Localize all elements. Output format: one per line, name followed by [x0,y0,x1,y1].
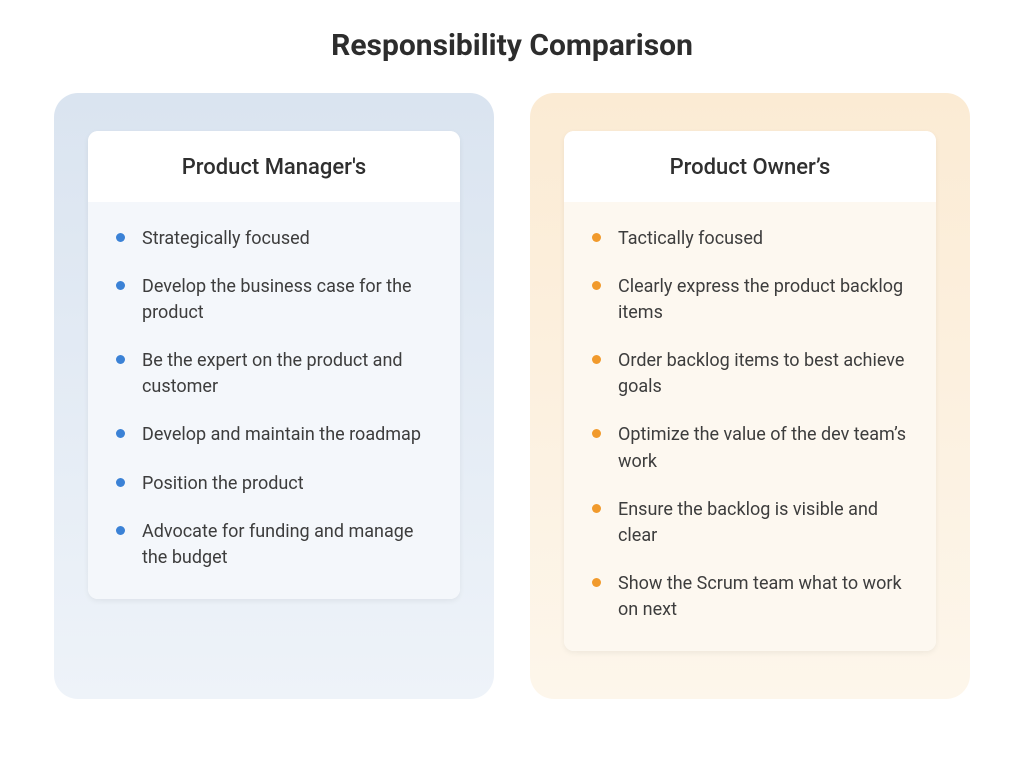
card-header-product-owner: Product Owner’s [564,131,936,202]
list-item: Tactically focused [590,226,910,252]
panel-product-manager: Product Manager's Strategically focused D… [54,93,494,699]
list-item: Position the product [114,471,434,497]
card-body-product-manager: Strategically focused Develop the busines… [88,202,460,599]
list-item: Develop the business case for the produc… [114,274,434,326]
list-item: Optimize the value of the dev team’s wor… [590,422,910,474]
list-item: Be the expert on the product and custome… [114,348,434,400]
list-item: Strategically focused [114,226,434,252]
list-item: Develop and maintain the roadmap [114,422,434,448]
list-item: Ensure the backlog is visible and clear [590,497,910,549]
items-product-manager: Strategically focused Develop the busines… [114,226,434,571]
card-header-product-manager: Product Manager's [88,131,460,202]
card-body-product-owner: Tactically focused Clearly express the pr… [564,202,936,651]
list-item: Order backlog items to best achieve goal… [590,348,910,400]
page-title: Responsibility Comparison [0,28,1024,63]
card-product-manager: Product Manager's Strategically focused D… [88,131,460,599]
comparison-columns: Product Manager's Strategically focused D… [0,93,1024,699]
items-product-owner: Tactically focused Clearly express the pr… [590,226,910,623]
list-item: Show the Scrum team what to work on next [590,571,910,623]
panel-product-owner: Product Owner’s Tactically focused Clearl… [530,93,970,699]
card-product-owner: Product Owner’s Tactically focused Clearl… [564,131,936,651]
list-item: Clearly express the product backlog item… [590,274,910,326]
list-item: Advocate for funding and manage the budg… [114,519,434,571]
